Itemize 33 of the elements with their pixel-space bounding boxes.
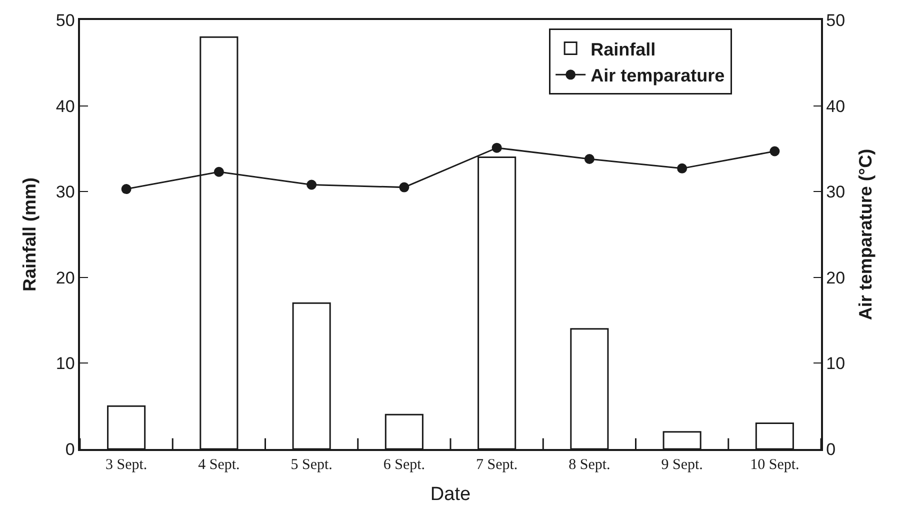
- y2-tick-label: 50: [826, 10, 846, 30]
- point: [121, 184, 132, 194]
- y-tick-label: 20: [56, 268, 75, 288]
- x-tick-label: 5 Sept.: [290, 456, 332, 473]
- x-tick-label: 4 Sept.: [198, 456, 240, 473]
- point: [584, 154, 594, 164]
- x-axis-title: Date: [430, 484, 471, 506]
- y-tick-label: 10: [56, 354, 75, 374]
- x-tick-label: 8 Sept.: [568, 456, 610, 473]
- y2-tick-label: 0: [826, 440, 836, 459]
- point: [399, 182, 410, 192]
- point: [677, 163, 688, 174]
- legend-label: Air temparature: [590, 66, 725, 86]
- x-tick-label: 6 Sept.: [383, 456, 426, 473]
- y-tick-label: 0: [65, 440, 75, 459]
- y2-tick-label: 40: [826, 96, 846, 116]
- y2-tick-label: 10: [826, 354, 846, 374]
- legend-label: Rainfall: [590, 39, 656, 60]
- point: [214, 166, 224, 177]
- y2-tick-label: 20: [826, 268, 846, 288]
- y-tick-label: 40: [56, 96, 75, 116]
- y-tick-label: 30: [56, 182, 75, 202]
- x-tick-label: 3 Sept.: [105, 456, 148, 473]
- x-tick-label: 10 Sept.: [750, 456, 800, 473]
- y-axis-title: Rainfall (mm): [20, 177, 40, 292]
- point: [492, 142, 502, 153]
- x-tick-label: 9 Sept.: [661, 456, 703, 473]
- y2-axis-title: Air temparature (°C): [856, 148, 876, 320]
- x-tick-label: 7 Sept.: [476, 456, 518, 473]
- point: [306, 180, 317, 190]
- point: [770, 146, 780, 156]
- y-tick-label: 50: [56, 10, 75, 30]
- y2-tick-label: 30: [826, 182, 846, 202]
